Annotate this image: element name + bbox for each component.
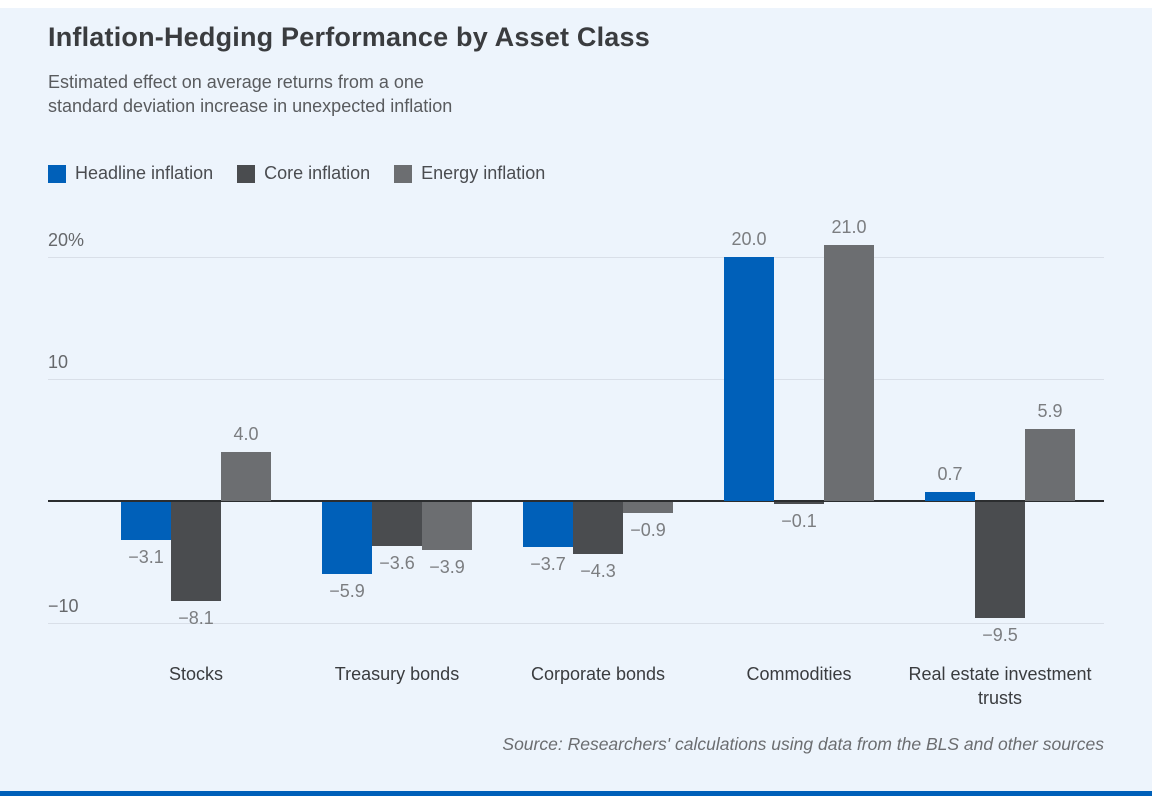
legend-swatch-icon: [237, 164, 256, 183]
value-label: 5.9: [1037, 401, 1063, 422]
value-label: −3.1: [128, 546, 164, 567]
bar-energy-1: [422, 502, 472, 550]
bar-core-1: [372, 502, 422, 546]
legend-label: Core inflation: [264, 163, 371, 183]
legend-label: Energy inflation: [421, 163, 546, 183]
bar-headline-2: [523, 502, 573, 548]
zero-axis-line: [48, 500, 1104, 502]
value-label: −3.6: [379, 552, 415, 573]
chart-legend: Headline inflation Core inflation Energy i…: [48, 163, 545, 184]
gridline--10: [48, 623, 1104, 624]
value-label: −5.9: [329, 580, 365, 601]
bar-chart-plot-area: 20% 10 −10 −3.1 −5.9 −3.7 20.0 0.7 −8.1 −3.6 −4.3−…: [0, 217, 1152, 752]
value-label: 0.7: [937, 464, 963, 485]
value-label: −8.1: [178, 607, 214, 628]
category-label-0: Stocks: [168, 664, 224, 684]
bar-core-4: [975, 502, 1025, 618]
legend-swatch-icon: [48, 164, 66, 183]
chart-subtitle: Estimated effect on average returns from…: [48, 70, 452, 118]
legend-item-headline: Headline inflation: [48, 163, 213, 184]
value-label: −9.5: [982, 624, 1018, 645]
value-label: 4.0: [233, 424, 259, 445]
gridline-20: [48, 257, 1104, 258]
bar-energy-3: [824, 244, 874, 501]
bar-core-3: [774, 502, 824, 504]
chart-title: Inflation-Hedging Performance by Asset C…: [48, 22, 650, 52]
category-label-4: Real estate investment trusts: [908, 664, 1092, 708]
bar-core-0: [171, 502, 221, 601]
legend-item-energy: Energy inflation: [394, 163, 545, 184]
bar-energy-4: [1025, 429, 1075, 501]
y-tick-label: 10: [48, 352, 69, 372]
bar-headline-0: [121, 502, 171, 540]
figure-card: [0, 8, 1152, 796]
value-label: −0.9: [630, 519, 666, 540]
value-label: 20.0: [731, 229, 767, 249]
value-label: −4.3: [580, 561, 616, 582]
source-note: Source: Researchers' calculations using …: [502, 734, 1104, 754]
legend-item-core: Core inflation: [237, 163, 370, 184]
y-tick-label: 20%: [48, 230, 85, 250]
y-tick-label: −10: [48, 596, 79, 616]
legend-swatch-icon: [394, 164, 413, 183]
value-label: 21.0: [831, 216, 867, 237]
footer-accent-bar: [0, 791, 1152, 796]
gridline-10: [48, 379, 1104, 380]
value-label: −0.1: [781, 510, 817, 531]
category-label-1: Treasury bonds: [334, 664, 460, 684]
chart-subtitle-line-1: Estimated effect on average returns from…: [48, 72, 424, 92]
bar-headline-3: [724, 257, 774, 501]
chart-subtitle-line-2: standard deviation increase in unexpecte…: [48, 96, 453, 116]
bar-headline-4: [925, 492, 975, 501]
value-label: −3.7: [530, 554, 566, 575]
bar-core-2: [573, 502, 623, 555]
value-label: −3.9: [429, 556, 465, 577]
legend-label: Headline inflation: [75, 163, 214, 183]
bar-energy-2: [623, 502, 673, 513]
bar-headline-1: [322, 502, 372, 574]
category-label-3: Commodities: [746, 664, 852, 684]
category-label-2: Corporate bonds: [530, 664, 666, 684]
bar-energy-0: [221, 452, 271, 501]
